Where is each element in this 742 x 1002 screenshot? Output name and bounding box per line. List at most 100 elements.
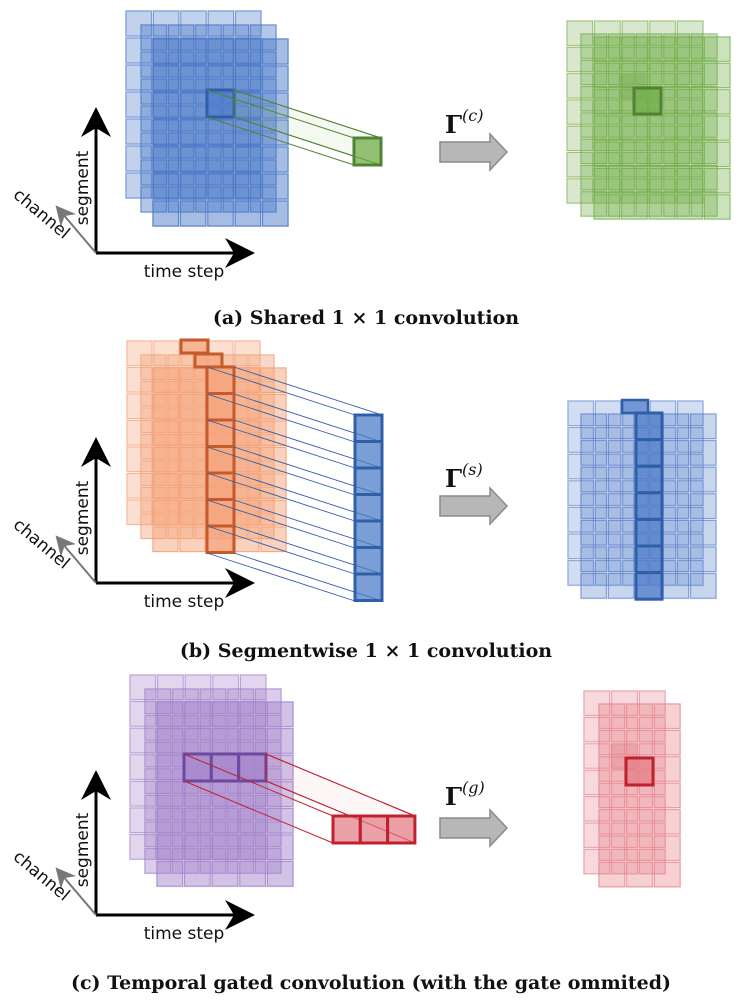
operator-c: Γ (g): [439, 778, 509, 848]
grid-cell: [653, 861, 681, 888]
grid-cell: [649, 125, 676, 151]
channel-axis: [55, 867, 97, 916]
highlight-cell: [634, 517, 664, 548]
channel-axis: [55, 205, 97, 254]
grid-cell: [690, 546, 717, 573]
grid-cell: [607, 440, 635, 466]
grid-cell: [662, 519, 690, 546]
output-highlight-column-b: [634, 411, 664, 601]
grid-cell: [195, 24, 222, 51]
grid-cell: [676, 115, 703, 141]
grid-cell: [593, 36, 621, 62]
grid-cell: [172, 848, 199, 874]
highlight-cell: [386, 814, 417, 845]
grid-cell: [626, 729, 653, 756]
grid-cell: [179, 173, 207, 200]
grid-cell: [621, 46, 649, 73]
grid-cell: [653, 703, 681, 729]
grid-cell: [207, 65, 234, 92]
grid-cell: [260, 500, 287, 526]
grid-cell: [167, 24, 195, 51]
highlight-cell: [634, 438, 664, 468]
grid-cell: [676, 178, 704, 204]
grid-cell: [152, 473, 179, 499]
grid-cell: [126, 340, 153, 366]
kernel-column-top-back: [179, 338, 210, 355]
grid-cell: [703, 62, 731, 89]
highlight-cell: [237, 752, 268, 783]
highlight-cell: [331, 814, 362, 845]
grid-cell: [207, 119, 234, 146]
segment-axis-label: segment: [73, 480, 93, 555]
operator-superscript: (g): [462, 778, 485, 797]
highlight-cell: [353, 466, 384, 496]
grid-cell: [199, 715, 227, 741]
grid-cell: [144, 768, 172, 794]
grid-cell: [152, 92, 179, 119]
highlight-cell: [353, 493, 384, 523]
kernel-row-c: [182, 752, 268, 783]
grid-cell: [648, 194, 676, 220]
grid-cell: [179, 500, 206, 526]
grid-cell: [598, 729, 626, 756]
channel-axis: [55, 535, 97, 584]
input-tensor-a: [125, 10, 289, 227]
grid-cell: [676, 36, 703, 62]
grid-cell: [621, 115, 648, 141]
grid-cell: [260, 447, 287, 473]
grid-cell: [621, 20, 649, 46]
grid-cell: [607, 573, 635, 599]
grid-cell: [621, 125, 649, 151]
operator-a: Γ (c): [439, 106, 509, 172]
grid-cell: [179, 119, 207, 146]
grid-cell: [594, 125, 621, 151]
grid-cell: [676, 125, 704, 151]
output-highlight-a: [632, 86, 663, 116]
grid-cell: [580, 573, 607, 599]
grid-cell: [662, 573, 690, 599]
grid-cell: [607, 413, 635, 440]
grid-cell: [621, 178, 649, 204]
grid-cell: [152, 119, 179, 146]
grid-cell: [172, 688, 199, 715]
grid-cell: [648, 168, 676, 194]
grid-cell: [580, 440, 607, 466]
grid-cell: [690, 573, 717, 599]
grid-cell: [179, 146, 207, 173]
grid-cell: [144, 821, 172, 848]
grid-cell: [566, 152, 594, 178]
projection-prism-b: [206, 366, 383, 602]
grid-cell: [676, 152, 704, 178]
right-arrow-icon: [439, 486, 509, 526]
grid-cell: [207, 146, 234, 173]
grid-cell: [648, 62, 676, 89]
grid-cell: [626, 861, 653, 888]
output-cell-a: [352, 136, 383, 167]
grid-cell: [211, 701, 239, 728]
operator-superscript: (c): [462, 106, 483, 125]
grid-cell: [239, 701, 266, 728]
grid-cell: [266, 701, 294, 728]
highlight-cell: [205, 498, 236, 528]
kernel-column-top-mid: [193, 352, 224, 369]
grid-cell: [234, 173, 262, 200]
grid-cell: [594, 152, 621, 178]
grid-cell: [621, 168, 648, 194]
grid-cell: [662, 413, 690, 440]
grid-cell: [239, 728, 266, 754]
grid-cell: [690, 440, 717, 466]
grid-cell: [152, 367, 179, 393]
output-tensor-a: [566, 20, 731, 221]
grid-cell: [648, 36, 676, 62]
highlight-cell: [182, 752, 213, 783]
grid-cell: [222, 24, 250, 51]
grid-cell: [266, 754, 294, 781]
grid-cell: [156, 807, 184, 834]
grid-cell: [676, 46, 704, 73]
grid-cell: [566, 99, 594, 125]
panel-c: segment time step channel Γ (g) (c) Temp…: [9, 674, 682, 994]
grid-cell: [211, 861, 239, 887]
output-column-top-b: [620, 398, 650, 415]
grid-cell: [607, 546, 635, 573]
